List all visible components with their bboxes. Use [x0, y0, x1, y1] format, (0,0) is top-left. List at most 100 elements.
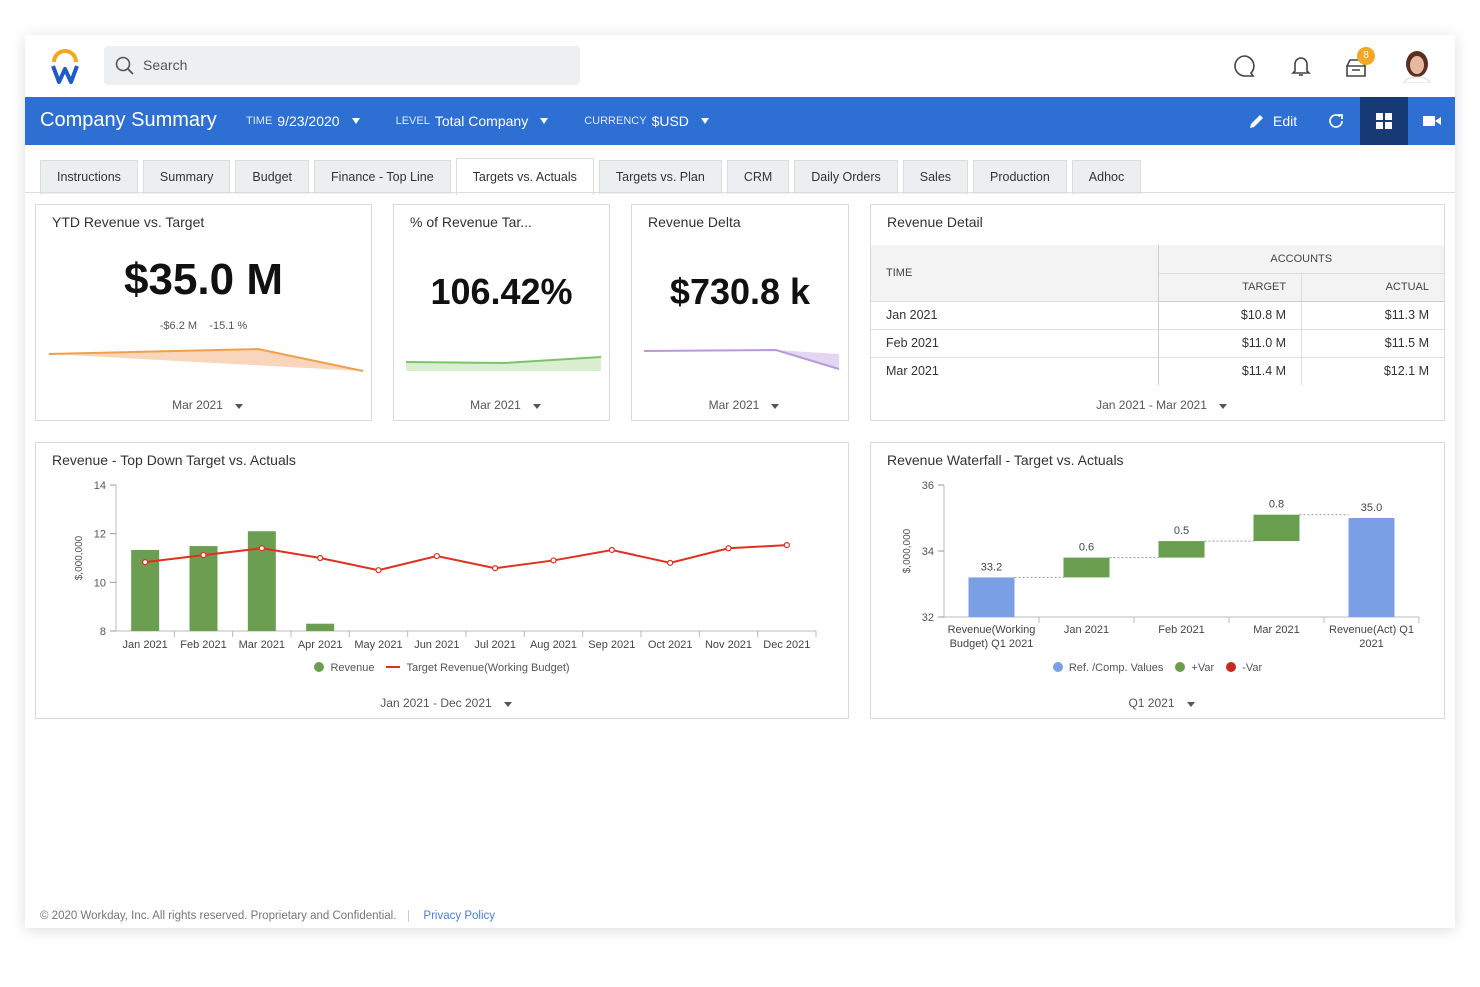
line-point — [668, 560, 673, 565]
legend-item[interactable]: +Var — [1175, 662, 1214, 674]
bell-icon[interactable] — [1289, 54, 1313, 78]
filter-label: TIME — [246, 115, 272, 127]
tab[interactable]: Daily Orders — [794, 160, 897, 194]
tab[interactable]: Production — [973, 160, 1067, 194]
filter-value: 9/23/2020 — [277, 113, 339, 129]
legend-item[interactable]: -Var — [1226, 662, 1262, 674]
legend-label: Target Revenue(Working Budget) — [406, 662, 569, 674]
x-tick-label: Oct 2021 — [648, 639, 693, 651]
waterfall-bar — [969, 577, 1015, 617]
y-tick-label: 14 — [94, 480, 106, 492]
tab[interactable]: Finance - Top Line — [314, 160, 451, 194]
tab[interactable]: Targets vs. Actuals — [456, 158, 594, 195]
legend-item[interactable]: Revenue — [314, 662, 374, 674]
table-cell: $11.5 M — [1302, 329, 1444, 357]
column-header: ACTUAL — [1302, 273, 1444, 301]
waterfall-bar — [1159, 541, 1205, 558]
line-point — [551, 558, 556, 563]
tab[interactable]: Instructions — [40, 160, 138, 194]
tab[interactable]: Sales — [903, 160, 968, 194]
waterfall-bar — [1254, 515, 1300, 541]
privacy-link[interactable]: Privacy Policy — [408, 910, 495, 922]
bar — [306, 624, 334, 631]
edit-icon[interactable] — [1248, 113, 1265, 130]
column-header: TARGET — [1158, 273, 1302, 301]
period-selector[interactable]: Mar 2021 — [36, 398, 371, 414]
line-point — [726, 546, 731, 551]
x-tick-label: Aug 2021 — [530, 639, 577, 651]
x-tick-label: Revenue(Act) Q1 2021 — [1324, 623, 1419, 651]
value-label: 0.5 — [1174, 525, 1189, 537]
caret — [235, 404, 243, 409]
legend-swatch — [1226, 662, 1236, 672]
x-tick-label: Mar 2021 — [239, 639, 285, 651]
tab[interactable]: Summary — [143, 160, 230, 194]
caret — [533, 404, 541, 409]
table-row: Mar 2021$11.4 M$12.1 M — [871, 357, 1444, 385]
column-header: TIME — [871, 245, 1158, 301]
tab[interactable]: CRM — [727, 160, 789, 194]
search-placeholder: Search — [143, 57, 187, 73]
caret — [540, 118, 548, 124]
tab[interactable]: Budget — [235, 160, 309, 194]
legend-item[interactable]: Ref. /Comp. Values — [1053, 662, 1164, 674]
line-point — [493, 566, 498, 571]
search-box[interactable]: Search — [104, 46, 580, 85]
logo[interactable] — [49, 49, 81, 85]
y-tick-label: 32 — [922, 612, 934, 624]
footer: © 2020 Workday, Inc. All rights reserved… — [40, 910, 495, 922]
x-tick-label: Nov 2021 — [705, 639, 752, 651]
refresh-icon[interactable] — [1327, 112, 1345, 130]
period-selector[interactable]: Q1 2021 — [871, 696, 1444, 712]
value-label: 0.8 — [1269, 499, 1284, 511]
period-selector[interactable]: Mar 2021 — [394, 398, 609, 414]
y-axis-label: $,000,000 — [902, 528, 913, 573]
filter-label: CURRENCY — [584, 115, 646, 127]
caret — [1219, 404, 1227, 409]
waterfall-bar — [1064, 558, 1110, 578]
legend-label: +Var — [1191, 662, 1214, 674]
period-selector[interactable]: Jan 2021 - Mar 2021 — [871, 398, 1444, 414]
period-selector[interactable]: Jan 2021 - Dec 2021 — [36, 696, 848, 712]
caret — [701, 118, 709, 124]
x-tick-label: Mar 2021 — [1229, 623, 1324, 637]
group-header: ACCOUNTS — [1158, 245, 1444, 273]
present-icon[interactable] — [1423, 113, 1441, 129]
value-label: 0.6 — [1079, 542, 1094, 554]
y-axis-label: $,000,000 — [74, 535, 85, 580]
caret — [504, 702, 512, 707]
period-label: Jan 2021 - Mar 2021 — [1096, 398, 1207, 412]
tab-bar: InstructionsSummaryBudgetFinance - Top L… — [40, 158, 1141, 194]
tab[interactable]: Targets vs. Plan — [599, 160, 722, 194]
x-tick-label: Dec 2021 — [763, 639, 810, 651]
filter-dropdown[interactable]: TIME 9/23/2020 — [246, 113, 360, 129]
legend-item[interactable]: Target Revenue(Working Budget) — [386, 662, 569, 674]
y-tick-label: 10 — [94, 577, 106, 589]
sparkline — [632, 205, 850, 385]
tab[interactable]: Adhoc — [1072, 160, 1141, 194]
value-label: 35.0 — [1361, 502, 1382, 514]
grid-view-button[interactable] — [1360, 97, 1408, 145]
line-point — [376, 568, 381, 573]
period-label: Mar 2021 — [172, 398, 223, 412]
period-label: Jan 2021 - Dec 2021 — [380, 696, 491, 710]
chat-icon[interactable] — [1233, 54, 1257, 78]
filter-dropdown[interactable]: LEVELTotal Company — [396, 113, 549, 129]
card-title: Revenue Detail — [887, 214, 983, 230]
legend-label: Revenue — [330, 662, 374, 674]
x-tick-label: Feb 2021 — [1134, 623, 1229, 637]
avatar[interactable] — [1401, 49, 1433, 83]
caret — [352, 118, 360, 124]
waterfall-bar — [1349, 518, 1395, 617]
app-window: Search 8 Company Summary TIME9/23/2020LE… — [25, 35, 1455, 928]
line — [145, 545, 787, 570]
filter-label: LEVEL — [396, 115, 430, 127]
filter-dropdown[interactable]: CURRENCY$USD — [584, 113, 709, 129]
x-tick-label: Feb 2021 — [180, 639, 226, 651]
table-cell: $11.4 M — [1158, 357, 1302, 385]
dashboard-title: Company Summary — [40, 109, 217, 132]
line-point — [259, 546, 264, 551]
edit-button[interactable]: Edit — [1273, 113, 1297, 129]
period-selector[interactable]: Mar 2021 — [632, 398, 848, 414]
line-point — [143, 560, 148, 565]
